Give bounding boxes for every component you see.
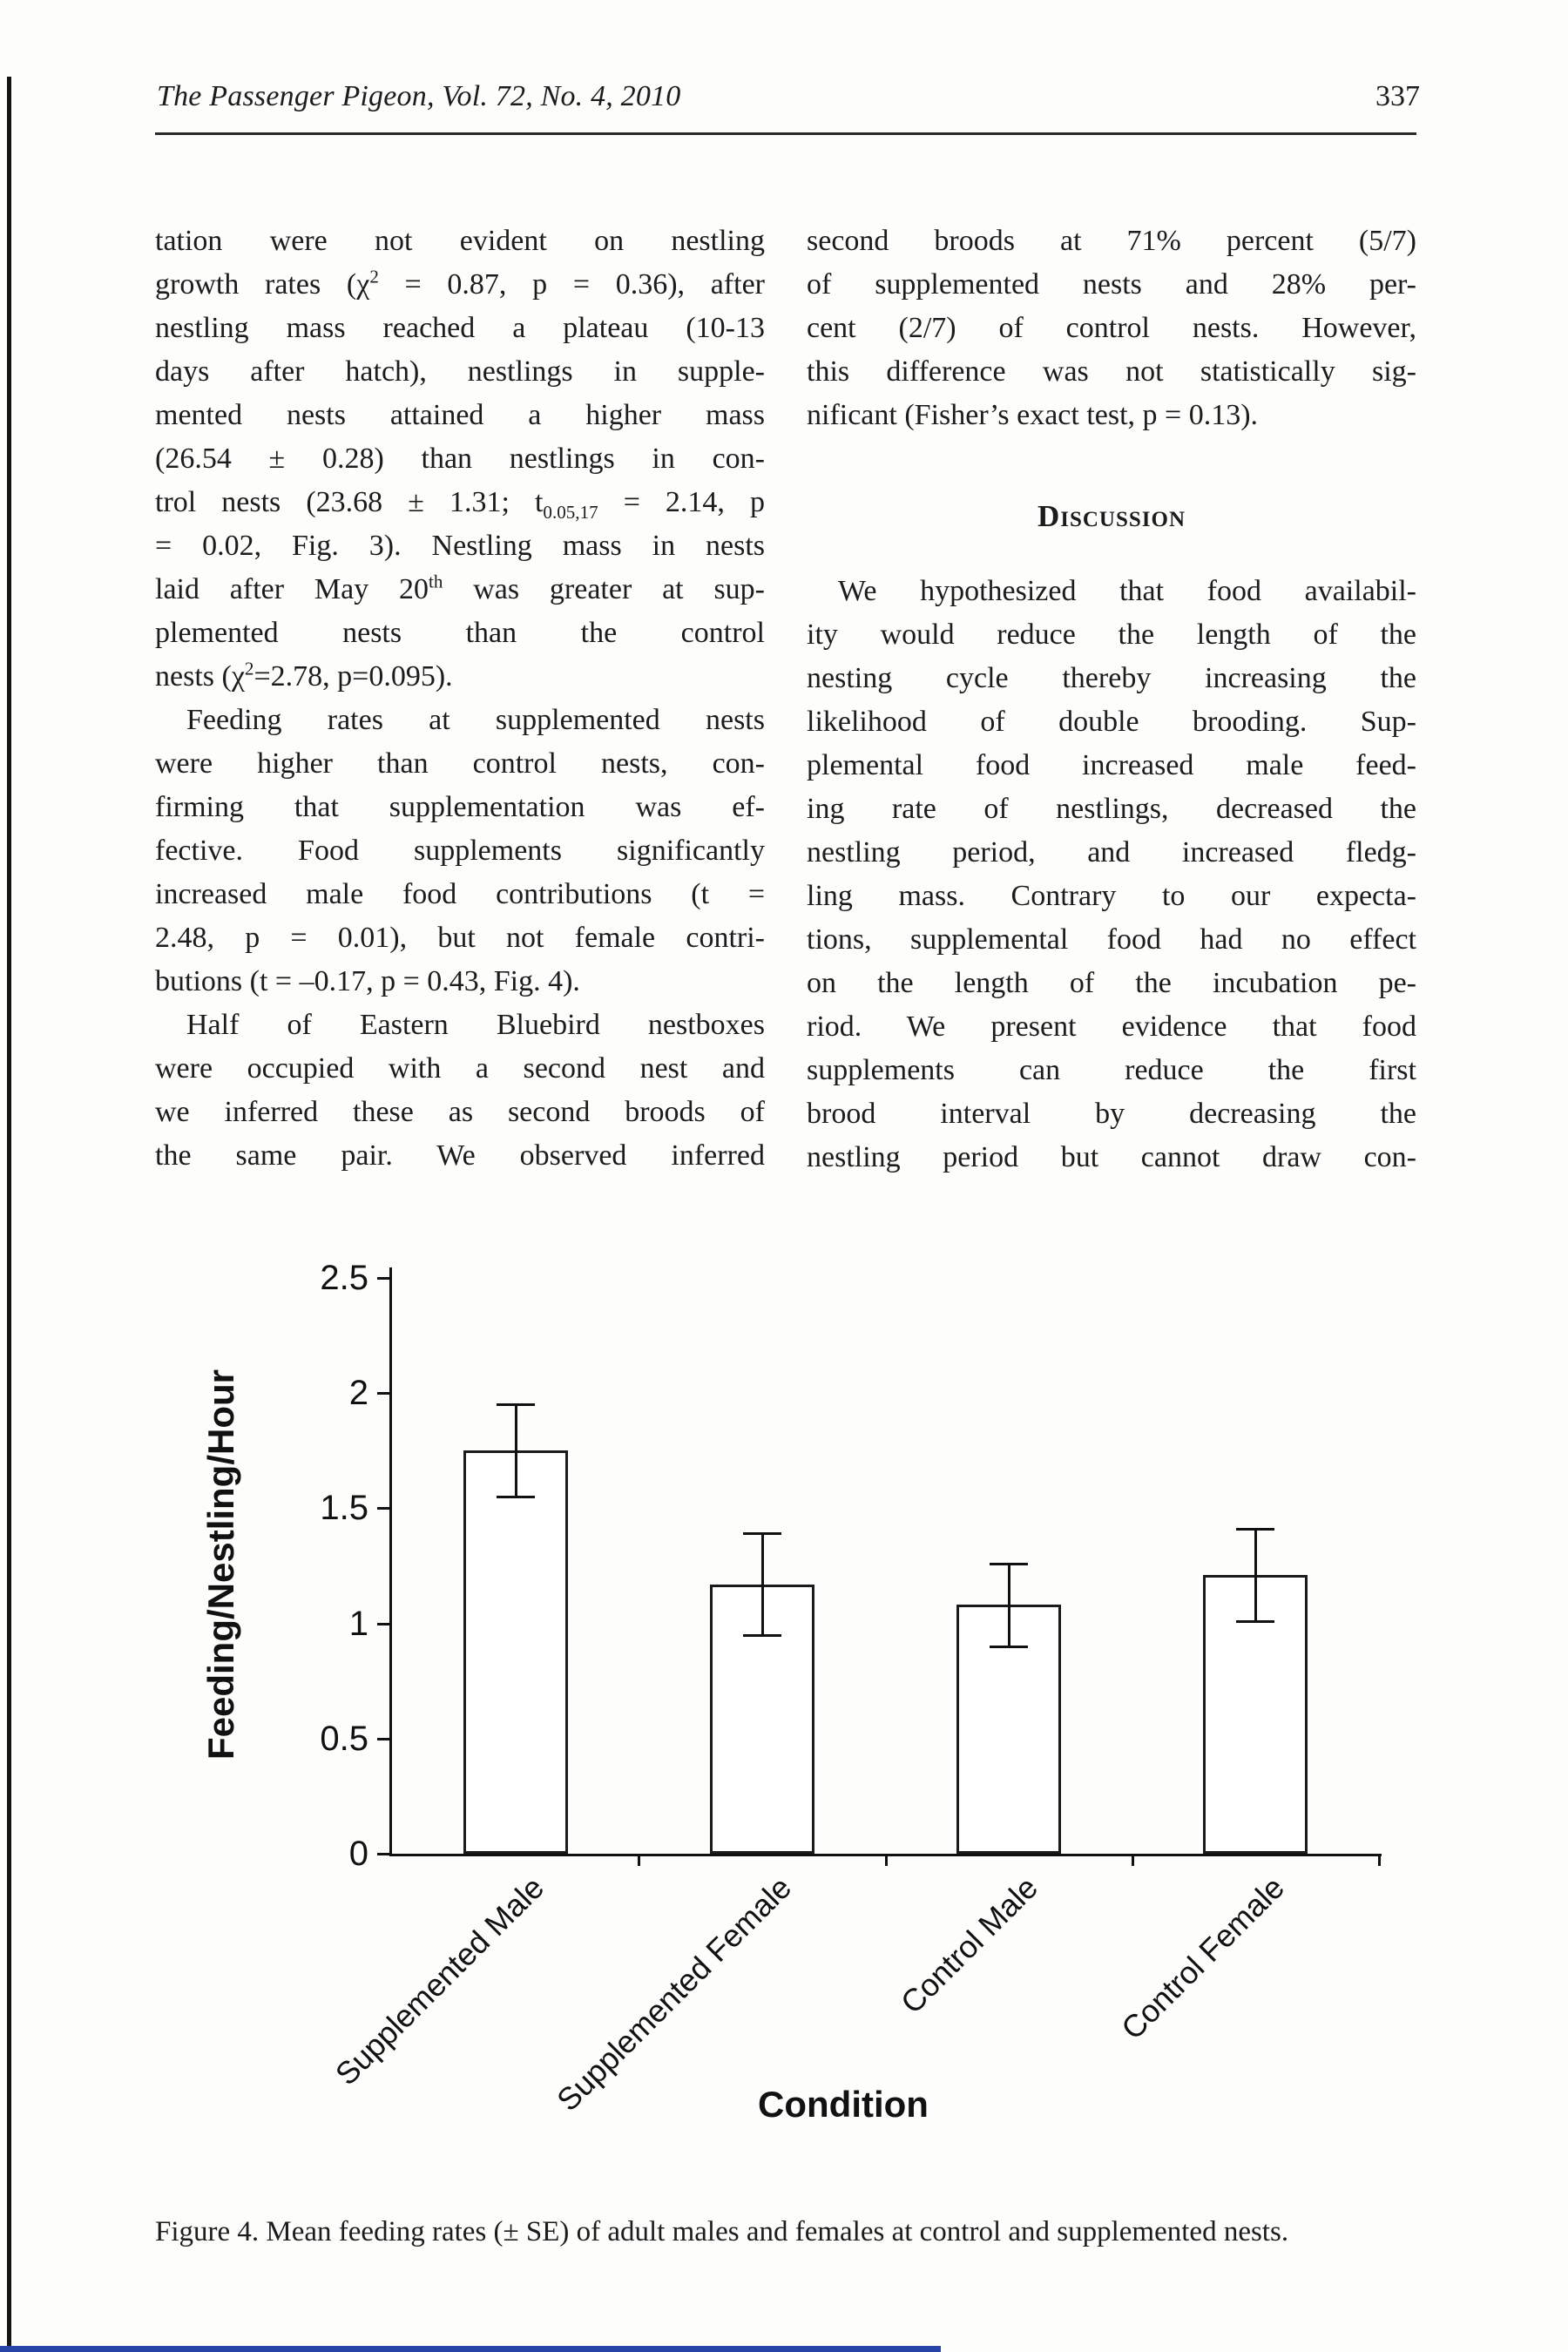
y-axis-tick — [377, 1853, 389, 1855]
body-text-line: nests (χ2=2.78, p=0.095). — [155, 658, 453, 693]
text-column-right: second broods at 71% percent (5/7) of sup… — [807, 220, 1416, 1179]
x-category-label: Supplemented Female — [549, 1869, 798, 2119]
x-axis-tick — [1131, 1854, 1134, 1866]
body-text-line: were higher than control nests, con- — [155, 747, 765, 780]
body-text-line: second broods at 71% percent (5/7) — [807, 225, 1416, 257]
error-bar-cap-bottom — [742, 1633, 781, 1637]
header-rule — [155, 132, 1416, 135]
figure-caption: Figure 4. Mean feeding rates (± SE) of a… — [155, 2216, 1289, 2247]
y-axis-tick — [377, 1392, 389, 1396]
body-text-line: trol nests (23.68 ± 1.31; t0.05,17 = 2.1… — [155, 486, 765, 523]
journal-title: The Passenger Pigeon, Vol. 72, No. 4, 20… — [157, 80, 681, 112]
body-text-line: were occupied with a second nest and — [155, 1052, 765, 1085]
body-text-line: = 0.02, Fig. 3). Nestling mass in nests — [155, 530, 765, 562]
y-axis-tick — [377, 1737, 389, 1740]
body-text-line: growth rates (χ2 = 0.87, p = 0.36), afte… — [155, 266, 765, 301]
body-text-line: firming that supplementation was ef- — [155, 791, 765, 823]
body-text-line: this difference was not statistically si… — [807, 355, 1416, 388]
x-axis-tick — [638, 1854, 641, 1866]
body-text-line: tions, supplemental food had no effect — [807, 923, 1416, 956]
text-column-left: tation were not evident on nestling growt… — [155, 220, 765, 1178]
body-text-line: We hypothesized that food availabil- — [838, 575, 1416, 607]
x-category-label: Supplemented Male — [328, 1869, 551, 2092]
y-axis-tick — [377, 1622, 389, 1625]
y-tick-label: 1 — [348, 1604, 368, 1643]
scan-edge-left-artifact — [7, 77, 11, 2352]
body-text-line: the same pair. We observed inferred — [155, 1139, 765, 1172]
error-bar-cap-top — [990, 1562, 1029, 1565]
data-bar — [1203, 1575, 1308, 1854]
y-axis-line — [389, 1267, 392, 1856]
body-text-line: riod. We present evidence that food — [807, 1010, 1416, 1043]
body-text-line: Half of Eastern Bluebird nestboxes — [186, 1009, 765, 1041]
body-text-line: nestling period but cannot draw con- — [807, 1141, 1416, 1173]
body-text-line: butions (t = –0.17, p = 0.43, Fig. 4). — [155, 965, 580, 997]
data-bar — [463, 1450, 568, 1854]
y-tick-label: 2.5 — [320, 1259, 368, 1297]
y-axis-tick — [377, 1277, 389, 1280]
error-bar-line — [1008, 1563, 1011, 1647]
body-text-line: cent (2/7) of control nests. However, — [807, 312, 1416, 344]
error-bar-line — [514, 1404, 517, 1497]
y-tick-label: 1.5 — [320, 1489, 368, 1528]
body-text-line: we inferred these as second broods of — [155, 1096, 765, 1128]
y-tick-label: 0 — [348, 1835, 368, 1873]
body-text-line: on the length of the incubation pe- — [807, 967, 1416, 999]
body-text-line: mented nests attained a higher mass — [155, 399, 765, 431]
body-text-line: of supplemented nests and 28% per- — [807, 268, 1416, 301]
body-text-line: 2.48, p = 0.01), but not female contri- — [155, 922, 765, 954]
x-axis-tick — [884, 1854, 888, 1866]
body-text-line: days after hatch), nestlings in supple- — [155, 355, 765, 388]
body-text-line: plemental food increased male feed- — [807, 749, 1416, 781]
error-bar-cap-bottom — [990, 1646, 1029, 1649]
error-bar-cap-top — [742, 1532, 781, 1536]
y-tick-label: 2 — [348, 1374, 368, 1413]
error-bar-cap-top — [1236, 1528, 1275, 1531]
body-text-line: nesting cycle thereby increasing the — [807, 662, 1416, 694]
error-bar-cap-bottom — [496, 1496, 535, 1499]
body-text-line: fective. Food supplements significantly — [155, 835, 765, 867]
page-number: 337 — [1375, 80, 1420, 112]
x-category-label: Control Male — [893, 1869, 1045, 2021]
error-bar-cap-top — [496, 1403, 535, 1407]
body-text-line: Feeding rates at supplemented nests — [186, 704, 765, 736]
body-text-line: nestling period, and increased fledg- — [807, 836, 1416, 868]
body-text-line: ity would reduce the length of the — [807, 618, 1416, 651]
body-text-line: plemented nests than the control — [155, 617, 765, 649]
x-axis-tick — [1378, 1854, 1381, 1866]
scan-edge-bottom-artifact — [0, 2346, 941, 2352]
body-text-line: laid after May 20th was greater at sup- — [155, 571, 765, 605]
body-text-line: (26.54 ± 0.28) than nestlings in con- — [155, 443, 765, 475]
body-text-line: nificant (Fisher’s exact test, p = 0.13)… — [807, 399, 1259, 431]
x-axis-title: Condition — [758, 2084, 929, 2125]
body-text-line: likelihood of double brooding. Sup- — [807, 706, 1416, 738]
body-text-line: ing rate of nestlings, decreased the — [807, 793, 1416, 825]
body-text-line: supplements can reduce the first — [807, 1054, 1416, 1086]
body-text-line: brood interval by decreasing the — [807, 1098, 1416, 1130]
body-text-line: increased male food contributions (t = — [155, 878, 765, 910]
error-bar-cap-bottom — [1236, 1619, 1275, 1623]
error-bar-line — [760, 1533, 764, 1635]
body-text-line: nestling mass reached a plateau (10-13 — [155, 312, 765, 344]
y-axis-title: Feeding/Nestling/Hour — [200, 1369, 241, 1761]
body-text-line: ling mass. Contrary to our expecta- — [807, 880, 1416, 912]
y-axis-tick — [377, 1507, 389, 1511]
body-text-line: tation were not evident on nestling — [155, 225, 765, 257]
error-bar-line — [1254, 1529, 1258, 1621]
section-heading-discussion: Discussion — [1037, 499, 1186, 533]
y-tick-label: 0.5 — [320, 1719, 368, 1758]
x-category-label: Control Female — [1114, 1869, 1292, 2047]
